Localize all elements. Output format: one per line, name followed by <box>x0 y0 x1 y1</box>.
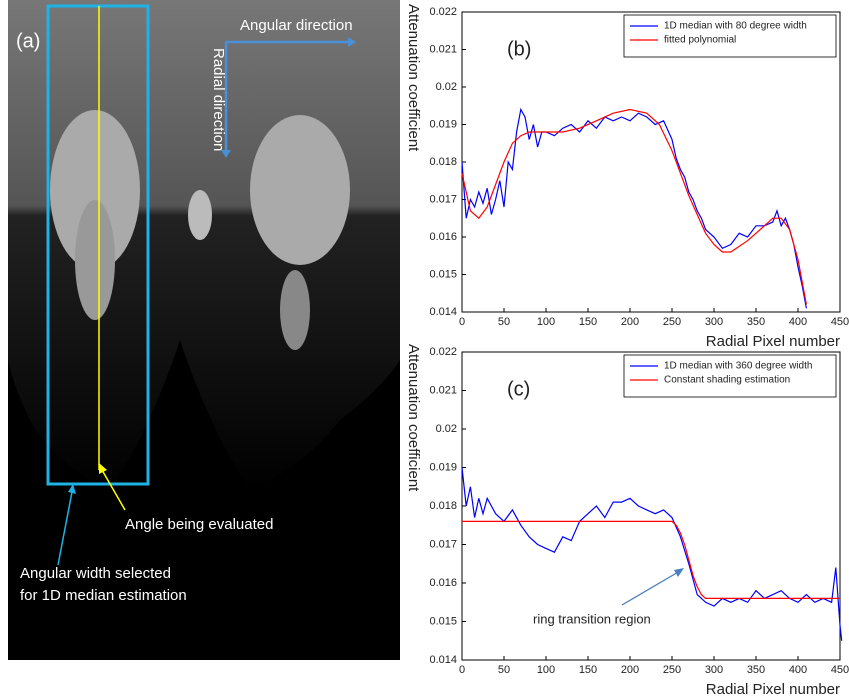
x-tick-label: 400 <box>789 316 807 328</box>
y-tick-label: 0.019 <box>429 461 457 473</box>
y-tick-label: 0.015 <box>429 268 457 280</box>
x-tick-label: 0 <box>459 316 465 328</box>
x-tick-label: 450 <box>831 316 849 328</box>
y-tick-label: 0.022 <box>429 6 457 18</box>
panel-label: (b) <box>507 38 531 60</box>
ct-image: (a) Angular direction Radial direction A… <box>8 0 400 660</box>
x-tick-label: 250 <box>663 316 681 328</box>
y-tick-label: 0.015 <box>429 615 457 627</box>
data-line <box>461 467 843 641</box>
y-tick-label: 0.021 <box>429 384 457 396</box>
y-tick-label: 0.02 <box>436 423 457 435</box>
x-tick-label: 300 <box>705 316 723 328</box>
data-line <box>461 108 807 305</box>
data-line <box>462 520 840 599</box>
y-tick-label: 0.017 <box>429 193 457 205</box>
annotation: for 1D median estimation <box>20 587 187 604</box>
legend-label: Constant shading estimation <box>664 375 790 386</box>
annotation: Angular direction <box>240 17 353 34</box>
y-tick-label: 0.022 <box>429 346 457 358</box>
annotation: ring transition region <box>533 611 651 626</box>
x-tick-label: 350 <box>747 316 765 328</box>
y-axis-label: Attenuation coefficient <box>405 344 422 492</box>
x-tick-label: 300 <box>705 664 723 676</box>
x-tick-label: 100 <box>537 316 555 328</box>
legend-box <box>623 354 837 398</box>
y-tick-label: 0.018 <box>429 156 457 168</box>
y-tick-label: 0.014 <box>429 306 457 318</box>
y-tick-label: 0.017 <box>429 538 457 550</box>
legend-box <box>623 14 837 58</box>
legend-label: 1D median with 360 degree width <box>664 361 812 372</box>
x-tick-label: 50 <box>498 316 510 328</box>
y-tick-label: 0.018 <box>429 500 457 512</box>
annotation-arrow <box>621 570 681 606</box>
x-tick-label: 100 <box>537 664 555 676</box>
x-tick-label: 150 <box>579 664 597 676</box>
x-axis-label: Radial Pixel number <box>706 333 840 350</box>
plot-area <box>461 11 841 313</box>
x-tick-label: 350 <box>747 664 765 676</box>
y-axis-label: Attenuation coefficient <box>405 4 422 152</box>
annotation: Angle being evaluated <box>125 516 273 533</box>
annotation: Angular width selected <box>20 565 171 582</box>
annotation-arrowhead <box>674 568 684 577</box>
panel-label: (a) <box>16 30 40 52</box>
legend-label: 1D median with 80 degree width <box>664 21 807 32</box>
y-tick-label: 0.02 <box>436 81 457 93</box>
x-tick-label: 150 <box>579 316 597 328</box>
plot-area <box>461 351 841 661</box>
x-tick-label: 450 <box>831 664 849 676</box>
x-tick-label: 250 <box>663 664 681 676</box>
x-tick-label: 200 <box>621 316 639 328</box>
y-tick-label: 0.016 <box>429 231 457 243</box>
panel-label: (c) <box>507 378 530 400</box>
x-axis-label: Radial Pixel number <box>706 681 840 698</box>
x-tick-label: 50 <box>498 664 510 676</box>
y-tick-label: 0.014 <box>429 654 457 666</box>
x-tick-label: 400 <box>789 664 807 676</box>
x-tick-label: 200 <box>621 664 639 676</box>
data-line <box>461 107 807 309</box>
y-tick-label: 0.019 <box>429 118 457 130</box>
legend-label: fitted polynomial <box>664 35 736 46</box>
y-tick-label: 0.021 <box>429 43 457 55</box>
annotation: Radial direction <box>210 48 227 151</box>
x-tick-label: 0 <box>459 664 465 676</box>
y-tick-label: 0.016 <box>429 577 457 589</box>
